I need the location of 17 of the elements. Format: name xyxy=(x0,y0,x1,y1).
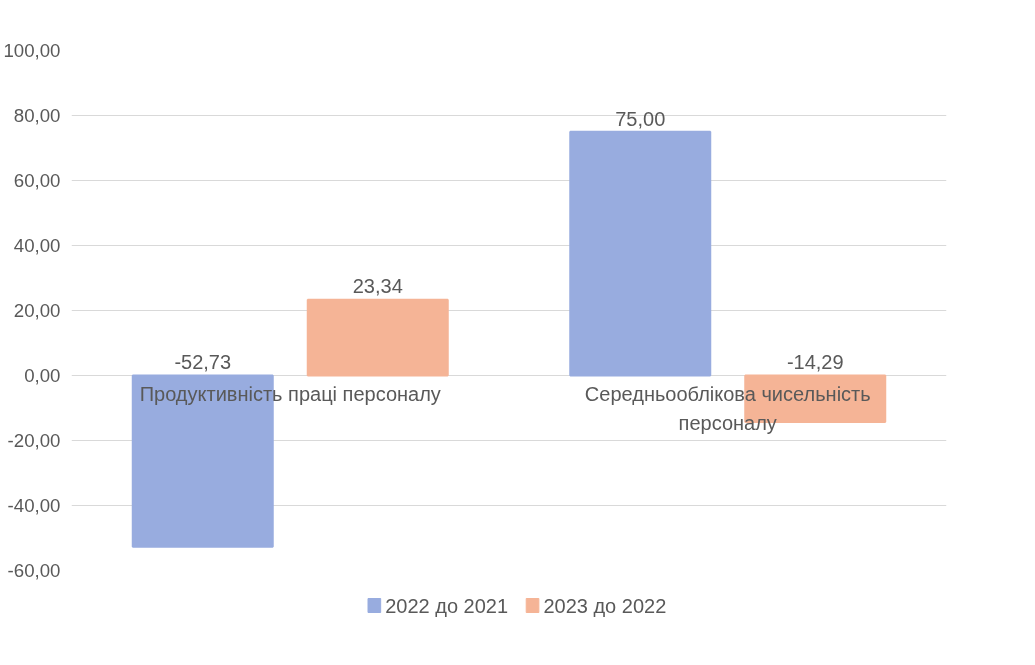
data-label: 75,00 xyxy=(615,107,666,130)
data-label: -52,73 xyxy=(174,351,232,374)
data-label: -14,29 xyxy=(786,351,844,374)
y-tick-label: 0,00 xyxy=(24,365,61,386)
bar xyxy=(306,298,449,377)
y-tick-label: -20,00 xyxy=(7,430,61,451)
y-tick-label: 80,00 xyxy=(13,105,61,126)
y-tick-label: 20,00 xyxy=(13,300,61,321)
bar xyxy=(569,130,712,377)
legend-label: 2023 до 2022 xyxy=(543,594,667,617)
legend-label: 2022 до 2021 xyxy=(385,594,509,617)
y-tick-label: 60,00 xyxy=(13,170,61,191)
y-tick-label: -40,00 xyxy=(7,495,61,516)
y-tick-label: 100,00 xyxy=(3,40,61,61)
y-tick-label: 40,00 xyxy=(13,235,61,256)
data-label: 23,34 xyxy=(352,275,403,298)
y-tick-label: -60,00 xyxy=(7,560,61,581)
